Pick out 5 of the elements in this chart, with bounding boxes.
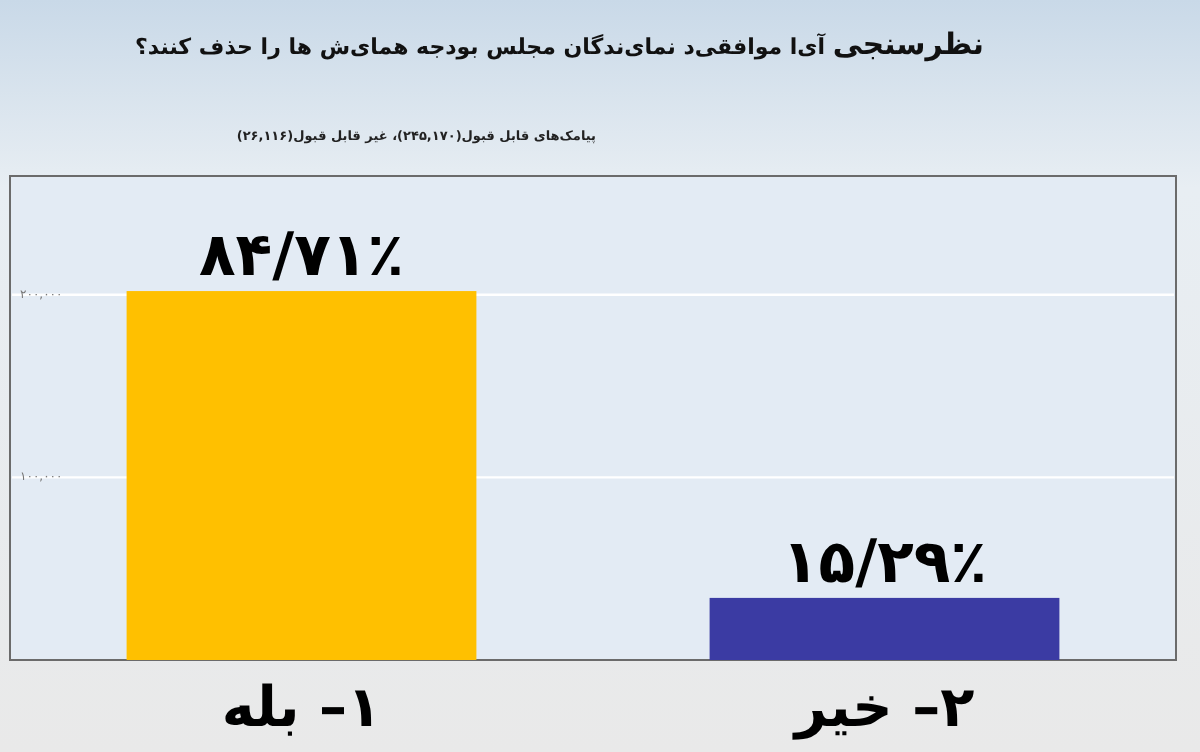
data-label: ۸۴/۷۱٪ — [198, 221, 405, 292]
x-tick-label: ۱– بله — [221, 674, 382, 740]
x-tick-label: ۲– خیر — [790, 674, 975, 740]
chart-title: نظرسنجی آی‌ا موافقی‌د نمای‌ندگان مجلس بودجه همای‌ش ها را حذف کنند؟ — [134, 26, 984, 62]
data-label: ۱۵/۲۹٪ — [781, 527, 988, 598]
